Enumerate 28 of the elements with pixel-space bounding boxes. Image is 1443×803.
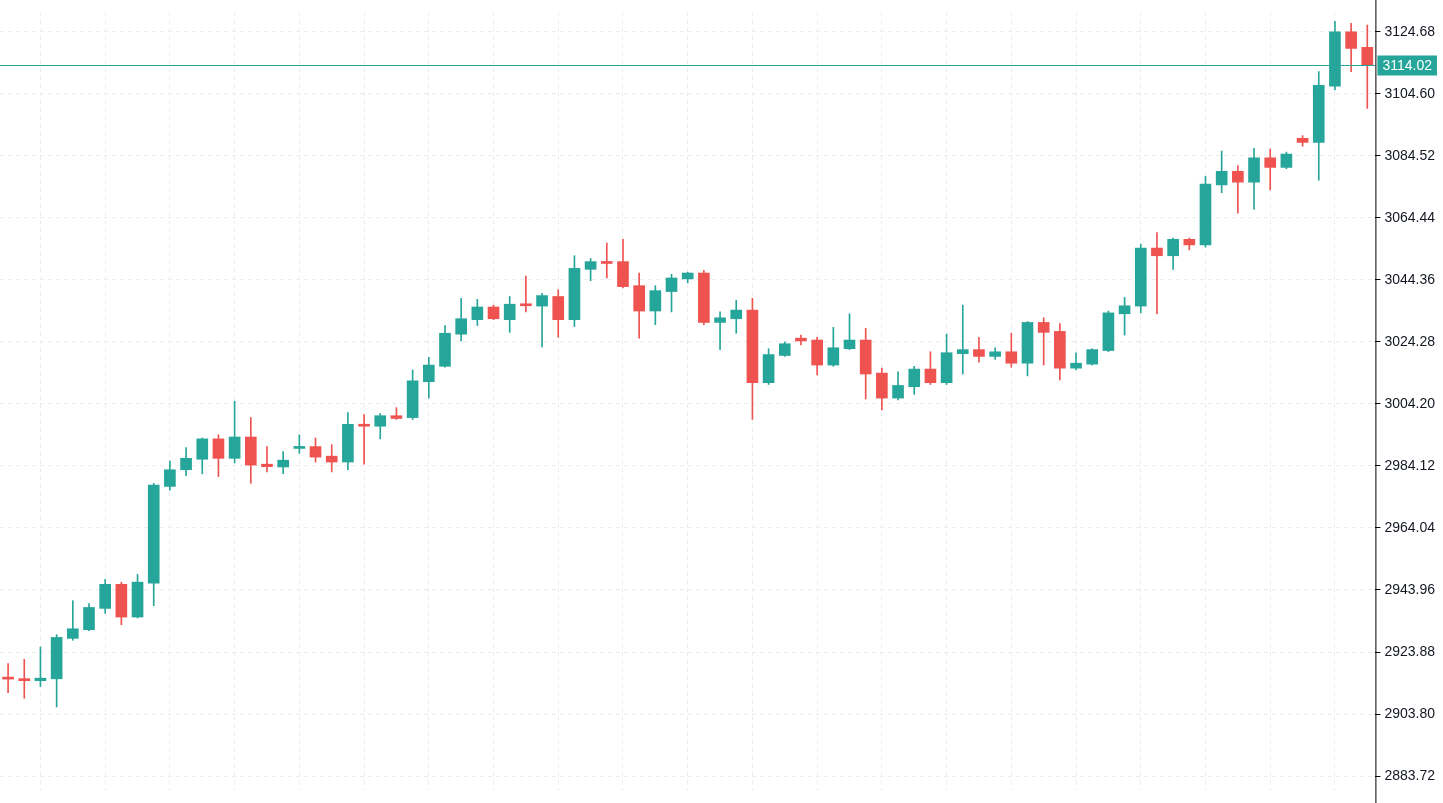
candlestick	[536, 293, 548, 348]
candlestick	[66, 600, 79, 641]
candlestick	[1232, 165, 1244, 214]
y-tick-label: 2943.96	[1384, 580, 1436, 597]
y-tick-label: 2883.72	[1384, 766, 1436, 783]
candlestick	[1264, 148, 1277, 191]
y-tick-label: 3064.44	[1384, 208, 1436, 225]
y-tick-label: 2964.04	[1384, 518, 1436, 535]
candlestick	[1037, 317, 1050, 366]
candlestick	[261, 446, 273, 473]
y-tick-label: 3124.68	[1384, 22, 1436, 39]
candlestick	[600, 242, 613, 279]
candlestick	[1151, 232, 1163, 315]
y-tick-label: 3004.20	[1384, 394, 1436, 411]
y-tick-label: 2923.88	[1384, 642, 1436, 659]
candlestick	[956, 304, 969, 375]
candlestick	[520, 275, 532, 313]
y-tick-label: 3084.52	[1384, 146, 1436, 163]
y-tick-label: 3104.60	[1384, 84, 1436, 101]
y-tick-label: 2903.80	[1384, 704, 1436, 721]
ref-line-label: 3114.02	[1382, 57, 1433, 74]
candlestick	[325, 444, 338, 473]
y-tick-label: 3024.28	[1384, 332, 1436, 349]
y-tick-label: 2984.12	[1384, 456, 1436, 473]
candlestick	[358, 414, 370, 465]
candlestick	[714, 311, 726, 350]
candlestick	[18, 659, 31, 699]
y-tick-label: 3044.36	[1384, 270, 1436, 287]
